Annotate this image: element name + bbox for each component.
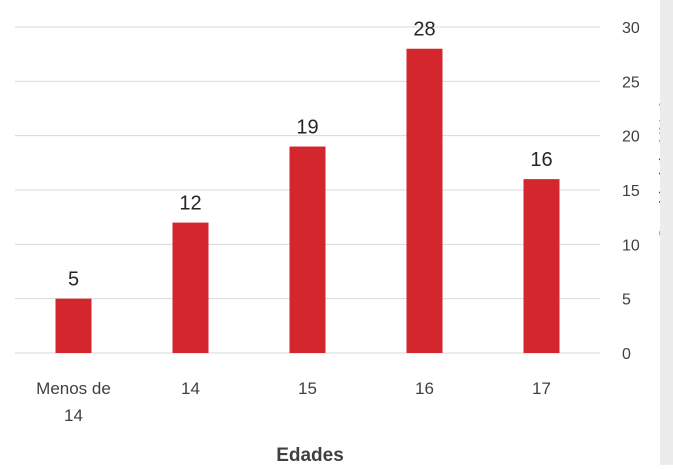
right-edge-strip <box>660 0 673 465</box>
bars <box>55 48 560 353</box>
data-label: 12 <box>179 193 201 215</box>
bar <box>289 146 326 353</box>
bar <box>55 298 92 353</box>
data-label: 5 <box>68 269 79 291</box>
x-tick-label: 15 <box>298 379 317 398</box>
y-axis-ticks: 0 5 10 15 20 25 30 <box>622 20 640 363</box>
y-tick-label: 30 <box>622 20 640 37</box>
x-tick-label: Menos de 14 <box>36 379 111 425</box>
y-tick-label: 5 <box>622 292 631 309</box>
data-label: 16 <box>530 149 552 171</box>
x-tick-label: 16 <box>415 379 434 398</box>
data-labels: 5 12 19 28 16 <box>68 19 553 291</box>
x-tick-label: 14 <box>181 379 200 398</box>
bar <box>523 179 560 353</box>
bar <box>406 48 443 353</box>
x-axis-title: Edades <box>276 445 344 465</box>
y-tick-label: 20 <box>622 129 640 146</box>
y-tick-label: 15 <box>622 183 640 200</box>
y-tick-label: 10 <box>622 237 640 254</box>
y-tick-label: 25 <box>622 74 640 91</box>
bar <box>172 222 209 353</box>
x-axis-ticks: Menos de 14 14 15 16 17 <box>36 379 551 425</box>
data-label: 19 <box>296 117 318 139</box>
y-tick-label: 0 <box>622 346 631 363</box>
data-label: 28 <box>413 19 435 41</box>
x-tick-label: 17 <box>532 379 551 398</box>
